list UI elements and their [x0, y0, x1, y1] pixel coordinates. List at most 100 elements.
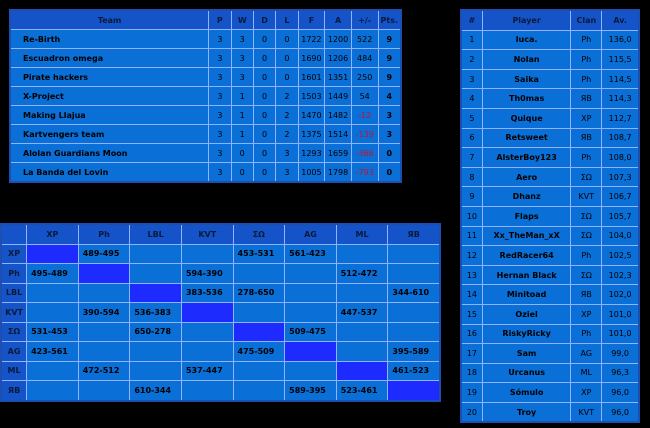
matrix-row: ML 472-512 537-447 461-523 — [0, 360, 441, 381]
standings-cell-team: Escuadron omega — [9, 48, 210, 68]
matrix-result-cell: 594-390 — [180, 263, 234, 284]
standings-cell-a: 1200 — [324, 29, 352, 49]
standings-cell-l: 0 — [275, 48, 299, 68]
player-cell-clan: ЯB — [570, 88, 603, 109]
matrix-result-cell — [284, 263, 337, 284]
standings-cell-l: 0 — [275, 29, 299, 49]
player-cell-avg: 96,0 — [601, 401, 640, 423]
matrix-result-cell — [180, 243, 234, 264]
standings-cell-w: 3 — [230, 29, 254, 49]
matrix-result-cell: 278-650 — [232, 282, 286, 303]
matrix-result-cell: 650-278 — [129, 321, 182, 342]
col-rank: # — [460, 9, 483, 31]
matrix-result-cell — [387, 243, 441, 264]
standings-row: X-Project 3 1 0 2 1503 1449 54 4 — [9, 86, 402, 106]
player-cell-n: 17 — [460, 343, 483, 364]
matrix-row-header: ML — [0, 360, 28, 381]
standings-row: Kartvengers team 3 1 0 2 1375 1514 -139 3 — [9, 124, 402, 144]
player-row: 16 RiskyRicky Ph 101,0 — [460, 323, 640, 345]
player-cell-name: Hernan Black — [481, 264, 572, 286]
matrix-result-cell — [284, 360, 337, 381]
matrix-col-header: KVT — [180, 223, 234, 245]
matrix-result-cell: 589-395 — [284, 380, 337, 401]
matrix-result-cell — [26, 380, 79, 401]
matrix-result-cell — [77, 282, 131, 303]
standings-cell-diff: 250 — [350, 67, 379, 87]
standings-cell-p: 3 — [208, 48, 232, 68]
player-cell-avg: 136,0 — [601, 29, 640, 51]
standings-row: Pirate hackers 3 3 0 0 1601 1351 250 9 — [9, 67, 402, 87]
player-cell-clan: Ph — [570, 147, 603, 168]
matrix-col-header — [0, 223, 28, 245]
player-cell-name: Minitoad — [481, 284, 572, 305]
standings-cell-f: 1690 — [297, 48, 326, 68]
matrix-result-cell: 447-537 — [335, 302, 389, 323]
player-cell-name: Xx_TheMan_xX — [481, 225, 572, 247]
standings-cell-p: 3 — [208, 29, 232, 49]
player-cell-avg: 101,0 — [601, 303, 640, 325]
col-won: W — [230, 9, 254, 30]
standings-cell-d: 0 — [252, 162, 277, 183]
player-cell-clan: AG — [570, 343, 603, 364]
matrix-row: AG 423-561 475-509 395-589 — [0, 341, 441, 362]
standings-cell-p: 3 — [208, 162, 232, 183]
matrix-result-cell: 472-512 — [77, 360, 131, 381]
player-ranking-table: # Player Clan Av. 1 luca. Ph 136,0 2 Nolan Ph 1… — [460, 9, 640, 424]
standings-cell-a: 1659 — [324, 143, 352, 163]
standings-cell-team: Pirate hackers — [9, 67, 210, 87]
standings-cell-pts: 0 — [377, 162, 402, 183]
player-cell-n: 6 — [460, 127, 483, 149]
results-matrix-table: XP Ph LBL KVT ΣΩ AG ML ЯB XP 489-495 453-531 561-4… — [0, 223, 441, 402]
player-cell-avg: 102,5 — [601, 245, 640, 266]
matrix-row-header: ΣΩ — [0, 321, 28, 342]
standings-row: Escuadron omega 3 3 0 0 1690 1206 484 9 — [9, 48, 402, 68]
player-cell-n: 5 — [460, 107, 483, 129]
matrix-result-cell: 537-447 — [180, 360, 234, 381]
standings-cell-a: 1798 — [324, 162, 352, 183]
player-cell-avg: 101,0 — [601, 323, 640, 345]
player-cell-n: 1 — [460, 29, 483, 51]
player-cell-n: 10 — [460, 205, 483, 227]
standings-cell-p: 3 — [208, 124, 232, 144]
player-cell-n: 12 — [460, 245, 483, 266]
player-cell-clan: ΣΩ — [570, 225, 603, 247]
matrix-result-cell: 475-509 — [232, 341, 286, 362]
matrix-col-header: XP — [26, 223, 79, 245]
player-cell-avg: 107,3 — [601, 166, 640, 188]
matrix-col-header: ML — [335, 223, 389, 245]
matrix-result-cell — [335, 341, 389, 362]
player-row: 4 Th0mas ЯB 114,3 — [460, 88, 640, 109]
matrix-result-cell — [180, 321, 234, 342]
player-cell-name: RedRacer64 — [481, 245, 572, 266]
matrix-result-cell — [387, 302, 441, 323]
standings-cell-pts: 3 — [377, 105, 402, 125]
matrix-row-header: ЯB — [0, 380, 28, 401]
standings-row: Making Llajua 3 1 0 2 1470 1482 -12 3 — [9, 105, 402, 125]
player-cell-n: 13 — [460, 264, 483, 286]
standings-cell-w: 1 — [230, 124, 254, 144]
matrix-result-cell — [129, 243, 182, 264]
matrix-result-cell: 423-561 — [26, 341, 79, 362]
standings-cell-w: 3 — [230, 48, 254, 68]
player-cell-n: 7 — [460, 147, 483, 168]
matrix-result-cell — [335, 321, 389, 342]
matrix-result-cell: 489-495 — [77, 243, 131, 264]
standings-cell-team: Alolan Guardians Moon — [9, 143, 210, 163]
player-row: 7 AlsterBoy123 Ph 108,0 — [460, 147, 640, 168]
player-cell-avg: 114,5 — [601, 68, 640, 90]
standings-cell-diff: 484 — [350, 48, 379, 68]
matrix-result-cell: 453-531 — [232, 243, 286, 264]
standings-cell-a: 1482 — [324, 105, 352, 125]
matrix-result-cell — [180, 380, 234, 401]
player-row: 18 Urcanus ML 96,3 — [460, 362, 640, 384]
matrix-result-cell — [129, 360, 182, 381]
player-cell-clan: XP — [570, 107, 603, 129]
player-cell-clan: ΣΩ — [570, 205, 603, 227]
player-cell-avg: 102,3 — [601, 264, 640, 286]
matrix-row-header: LBL — [0, 282, 28, 303]
col-clan: Clan — [570, 9, 603, 31]
standings-table: Team P W D L F A +/- Pts. Re-Birth 3 3 0 0 17… — [9, 9, 402, 183]
standings-cell-pts: 3 — [377, 124, 402, 144]
matrix-self-cell — [335, 360, 389, 381]
standings-cell-w: 3 — [230, 67, 254, 87]
